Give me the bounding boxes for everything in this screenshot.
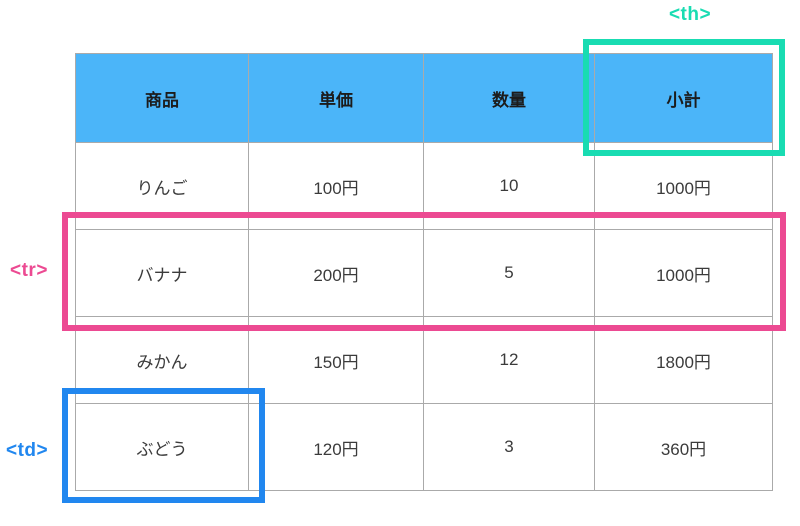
table-cell: 200円	[248, 229, 424, 317]
table-cell: 5	[423, 229, 595, 317]
th-tag-label: <th>	[668, 4, 712, 25]
table-cell: 100円	[248, 142, 424, 230]
table-cell: 360円	[594, 403, 773, 491]
table-cell: 3	[423, 403, 595, 491]
table-cell: 12	[423, 316, 595, 404]
table-header-row: 商品 単価 数量 小計	[75, 53, 773, 143]
tr-tag-label: <tr>	[10, 260, 48, 281]
table-cell: 1000円	[594, 142, 773, 230]
table-row: ぶどう 120円 3 360円	[75, 403, 773, 491]
table-row-banana: バナナ 200円 5 1000円	[75, 229, 773, 317]
header-cell-product: 商品	[75, 53, 249, 143]
table-cell: 1800円	[594, 316, 773, 404]
td-tag-label: <td>	[6, 440, 49, 461]
table-cell: 150円	[248, 316, 424, 404]
table-cell: 10	[423, 142, 595, 230]
header-cell-quantity: 数量	[423, 53, 595, 143]
table-cell: バナナ	[75, 229, 249, 317]
table-cell-grape-product: ぶどう	[75, 403, 249, 491]
table-row: りんご 100円 10 1000円	[75, 142, 773, 230]
table-cell: りんご	[75, 142, 249, 230]
header-cell-price: 単価	[248, 53, 424, 143]
table-cell: みかん	[75, 316, 249, 404]
table-cell: 120円	[248, 403, 424, 491]
header-cell-subtotal: 小計	[594, 53, 773, 143]
table-row: みかん 150円 12 1800円	[75, 316, 773, 404]
price-table: 商品 単価 数量 小計 りんご 100円 10 1000円 バナナ 200円 5…	[75, 53, 773, 491]
table-cell: 1000円	[594, 229, 773, 317]
